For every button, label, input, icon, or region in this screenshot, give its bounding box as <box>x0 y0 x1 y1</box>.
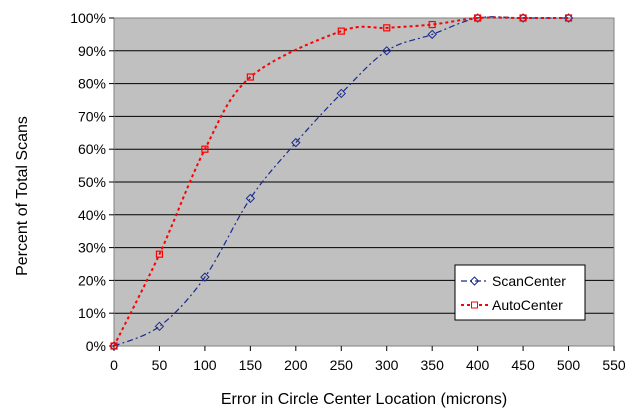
x-tick-label-6: 300 <box>375 357 399 373</box>
x-tick-label-10: 500 <box>557 357 581 373</box>
data-point-autocenter-3 <box>246 73 254 81</box>
data-point-autocenter-1 <box>155 250 164 258</box>
x-tick-label-5: 250 <box>330 357 354 373</box>
data-point-autocenter-6 <box>428 20 436 29</box>
y-tick-label-2: 20% <box>78 272 106 288</box>
y-tick-label-4: 40% <box>78 207 106 223</box>
series-line-scancenter <box>113 16 569 347</box>
y-tick-label-5: 50% <box>78 174 106 190</box>
y-tick-label-7: 70% <box>78 108 106 124</box>
legend-marker-autocenter <box>471 301 478 309</box>
y-tick-label-9: 90% <box>78 43 106 59</box>
data-point-autocenter-7 <box>474 14 482 22</box>
data-point-scancenter-1 <box>154 321 165 332</box>
x-tick-label-8: 400 <box>466 357 490 373</box>
data-point-autocenter-5 <box>383 24 391 32</box>
y-tick-label-0: 0% <box>86 338 106 354</box>
x-tick-label-9: 450 <box>511 357 535 373</box>
x-tick-label-11: 550 <box>602 357 626 373</box>
x-tick-label-0: 0 <box>110 357 118 373</box>
series-group <box>109 13 574 351</box>
series-line-autocenter <box>113 16 569 347</box>
legend-box <box>454 264 586 321</box>
y-tick-label-10: 100% <box>70 10 106 26</box>
data-point-autocenter-8 <box>519 14 527 22</box>
x-tick-label-3: 150 <box>239 357 263 373</box>
data-point-scancenter-6 <box>382 46 392 56</box>
data-point-scancenter-5 <box>336 88 346 99</box>
x-axis-title: Error in Circle Center Location (microns… <box>221 391 507 408</box>
data-point-autocenter-2 <box>201 145 209 153</box>
data-point-scancenter-7 <box>427 29 437 40</box>
y-tick-label-1: 10% <box>78 305 106 321</box>
y-tick-label-6: 60% <box>78 141 106 157</box>
x-tick-label-1: 50 <box>152 357 168 373</box>
legend-label-autocenter: AutoCenter <box>492 297 563 313</box>
y-axis-title: Percent of Total Scans <box>14 116 31 276</box>
x-tick-labels: 0 50 100 150 200 250 300 350 400 450 500 550 <box>110 346 626 373</box>
x-tick-label-2: 100 <box>193 357 217 373</box>
legend-marker-scancenter <box>469 276 480 286</box>
data-point-autocenter-4 <box>337 27 345 35</box>
x-tick-label-7: 350 <box>421 357 445 373</box>
data-point-autocenter-9 <box>564 14 573 22</box>
legend-label-scancenter: ScanCenter <box>492 273 566 289</box>
data-point-scancenter-3 <box>245 193 256 204</box>
x-tick-label-4: 200 <box>284 357 308 373</box>
data-point-scancenter-2 <box>200 272 210 282</box>
y-tick-labels: 0% 10% 20% 30% 40% 50% 60% 70% 80% 90% 100% <box>70 10 114 354</box>
legend: ScanCenter AutoCenter <box>454 264 586 321</box>
legend-item-scancenter: ScanCenter <box>461 273 566 289</box>
y-tick-label-3: 30% <box>78 240 106 256</box>
data-point-autocenter-0 <box>110 342 118 350</box>
legend-item-autocenter: AutoCenter <box>461 297 563 313</box>
y-tick-label-8: 80% <box>78 76 106 92</box>
data-point-scancenter-4 <box>291 137 301 148</box>
